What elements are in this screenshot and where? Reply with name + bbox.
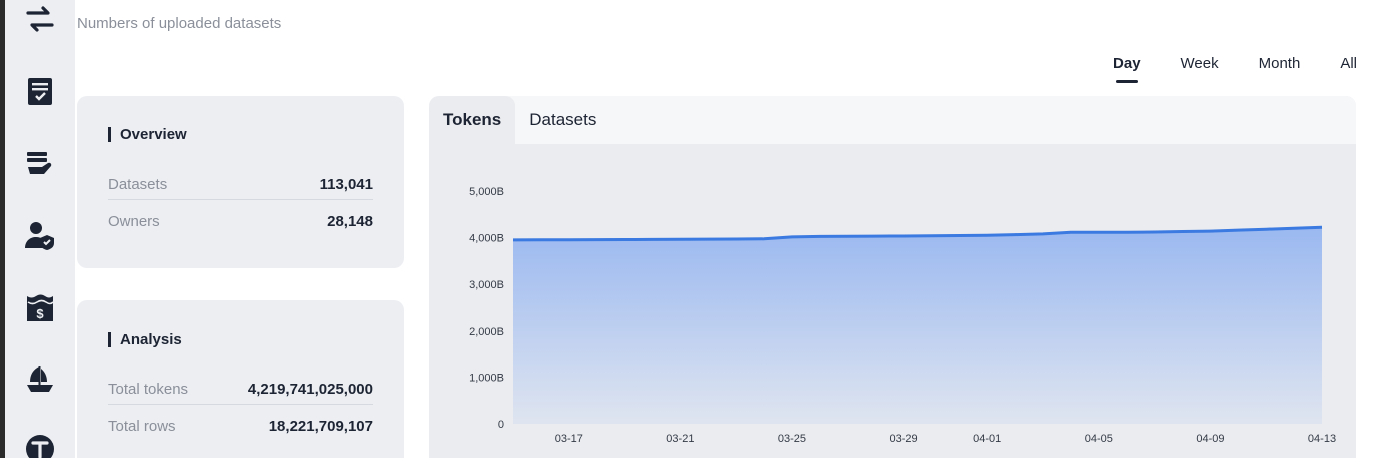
analysis-title-text: Analysis — [120, 331, 182, 348]
analysis-title: Analysis — [108, 331, 182, 348]
x-tick-label: 03-17 — [555, 433, 583, 445]
tab-datasets[interactable]: Datasets — [529, 110, 597, 129]
x-tick-label: 04-13 — [1308, 433, 1336, 445]
y-tick-label: 1,000B — [469, 372, 504, 384]
x-tick-label: 03-21 — [666, 433, 694, 445]
period-all[interactable]: All — [1340, 55, 1357, 72]
x-axis: 03-17 03-21 03-25 03-29 04-01 04-05 04-09 04-13 — [555, 433, 1336, 445]
x-tick-label: 04-05 — [1085, 433, 1113, 445]
period-week[interactable]: Week — [1180, 55, 1219, 72]
x-tick-label: 03-29 — [889, 433, 917, 445]
y-axis: 0 1,000B 2,000B 3,000B 4,000B 5,000B — [469, 186, 504, 431]
y-tick-label: 4,000B — [469, 233, 504, 245]
overview-title: Overview — [108, 126, 187, 143]
y-tick-label: 2,000B — [469, 326, 504, 338]
analysis-card: Analysis Total tokens 4,219,741,025,000 … — [77, 300, 404, 458]
y-tick-label: 3,000B — [469, 279, 504, 291]
title-accent-bar — [108, 332, 111, 347]
overview-row-datasets: Datasets 113,041 — [108, 176, 373, 193]
chart-tabs: Tokens Datasets — [429, 96, 1356, 144]
row-label: Total rows — [108, 418, 176, 435]
tab-tokens[interactable]: Tokens — [429, 96, 516, 144]
chart-panel: Tokens Datasets 0 1,000B 2,000B 3,000B 4,000… — [429, 96, 1356, 458]
overview-row-owners: Owners 28,148 — [108, 213, 373, 230]
period-selector: Day Week Month All — [1113, 55, 1357, 83]
row-value: 4,219,741,025,000 — [247, 381, 373, 398]
title-accent-bar — [108, 127, 111, 142]
x-tick-label: 04-09 — [1196, 433, 1224, 445]
row-value: 28,148 — [327, 213, 373, 230]
row-divider — [108, 404, 373, 405]
svg-text:$: $ — [36, 306, 44, 321]
token-t-icon[interactable] — [23, 432, 57, 458]
x-tick-label: 03-25 — [778, 433, 806, 445]
analysis-row-rows: Total rows 18,221,709,107 — [108, 418, 373, 435]
stack-hand-icon[interactable] — [23, 146, 57, 180]
row-divider — [108, 199, 373, 200]
row-label: Owners — [108, 213, 160, 230]
series-area — [513, 227, 1322, 424]
money-water-icon[interactable]: $ — [23, 290, 57, 324]
overview-title-text: Overview — [120, 126, 187, 143]
transfer-icon[interactable] — [23, 2, 57, 36]
row-value: 113,041 — [319, 176, 373, 193]
period-month[interactable]: Month — [1258, 55, 1301, 72]
sidebar: $ — [5, 0, 75, 458]
row-value: 18,221,709,107 — [268, 418, 373, 435]
row-label: Datasets — [108, 176, 168, 193]
checklist-icon[interactable] — [23, 74, 57, 108]
analysis-row-tokens: Total tokens 4,219,741,025,000 — [108, 381, 373, 398]
series-line — [512, 225, 1323, 242]
x-tick-label: 04-01 — [973, 433, 1001, 445]
period-day[interactable]: Day — [1113, 55, 1141, 83]
row-label: Total tokens — [108, 381, 189, 398]
page-subtitle: Numbers of uploaded datasets — [77, 15, 282, 32]
overview-card: Overview Datasets 113,041 Owners 28,148 — [77, 96, 404, 268]
ship-icon[interactable] — [23, 362, 57, 396]
user-shield-icon[interactable] — [23, 218, 57, 252]
y-tick-label: 5,000B — [469, 186, 504, 198]
y-tick-label: 0 — [498, 419, 504, 431]
window-edge — [0, 0, 5, 458]
